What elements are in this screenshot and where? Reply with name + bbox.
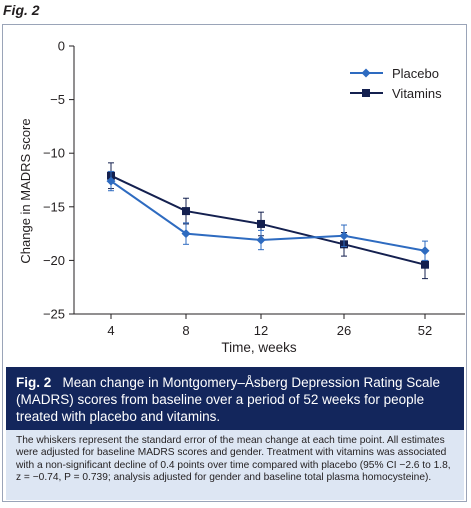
caption-box: Fig. 2 Mean change in Montgomery–Åsberg … xyxy=(6,367,464,430)
legend: Placebo Vitamins xyxy=(350,66,442,101)
x-tick-label: 8 xyxy=(182,323,189,338)
y-tick-label: 0 xyxy=(58,39,65,54)
line-chart: 0 −5 −10 −15 −20 −25 4 8 12 26 52 Placebo Vitamins… xyxy=(18,39,465,355)
y-tick-label: −10 xyxy=(43,146,65,161)
series-line xyxy=(110,174,426,266)
caption-label: Fig. 2 xyxy=(16,375,52,390)
y-tick-label: −15 xyxy=(43,199,65,214)
data-point xyxy=(420,246,430,256)
data-point xyxy=(339,231,349,241)
series-line xyxy=(110,180,426,252)
x-tick-label: 26 xyxy=(337,323,351,338)
y-tick-label: −25 xyxy=(43,307,65,322)
series-vitamins xyxy=(107,162,429,280)
data-point xyxy=(257,219,265,228)
x-tick-label: 4 xyxy=(107,323,114,338)
data-point xyxy=(181,229,191,239)
data-point xyxy=(421,260,429,269)
x-tick-label: 12 xyxy=(254,323,268,338)
data-point xyxy=(256,235,266,245)
x-axis-title: Time, weeks xyxy=(221,340,297,355)
legend-label: Placebo xyxy=(392,66,439,81)
x-axis: 4 8 12 26 52 xyxy=(74,313,465,338)
caption-note: The whiskers represent the standard erro… xyxy=(6,430,464,500)
figure-label: Fig. 2 xyxy=(3,2,40,18)
figure-frame xyxy=(2,24,467,502)
data-point xyxy=(182,207,190,216)
legend-marker xyxy=(361,68,371,78)
y-tick-label: −20 xyxy=(43,253,65,268)
y-tick-label: −5 xyxy=(50,92,65,107)
y-axis: 0 −5 −10 −15 −20 −25 xyxy=(43,39,75,322)
y-axis-title: Change in MADRS score xyxy=(18,118,33,263)
data-point xyxy=(106,176,116,186)
series-placebo xyxy=(106,170,430,261)
caption-text: Mean change in Montgomery–Åsberg Depress… xyxy=(16,375,440,424)
x-tick-label: 52 xyxy=(418,323,432,338)
series-layer xyxy=(106,162,430,280)
legend-label: Vitamins xyxy=(392,86,442,101)
legend-marker xyxy=(362,89,370,97)
